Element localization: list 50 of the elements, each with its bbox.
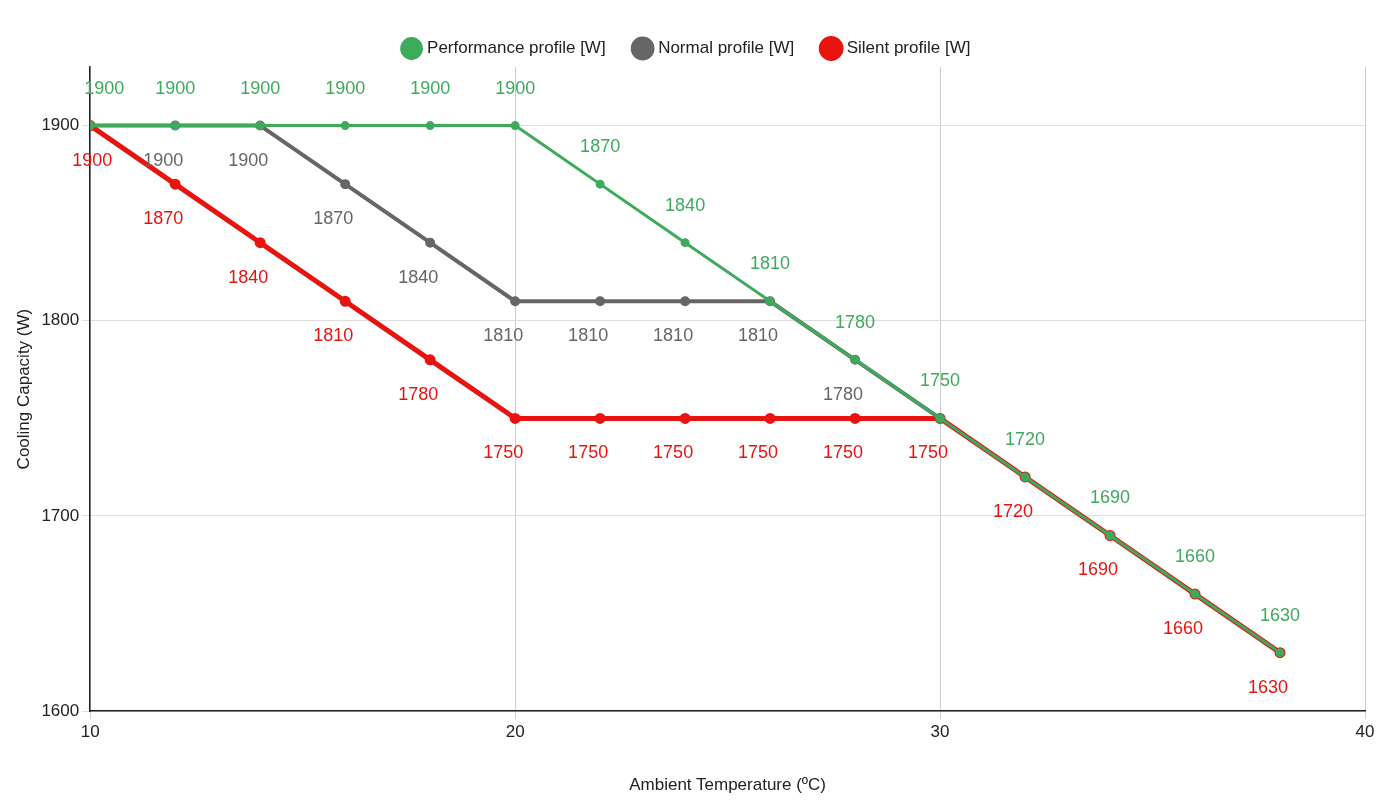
data-label: 1870 bbox=[580, 136, 621, 157]
y-axis-title: Cooling Capacity (W) bbox=[13, 308, 33, 470]
data-label: 1630 bbox=[1259, 604, 1301, 625]
data-label: 1780 bbox=[835, 311, 876, 332]
data-label: 1750 bbox=[483, 442, 524, 463]
data-label: 1690 bbox=[1090, 487, 1131, 508]
data-label: 1810 bbox=[738, 325, 779, 346]
data-label: 1660 bbox=[1163, 618, 1204, 639]
data-label: 1780 bbox=[823, 383, 864, 404]
data-label: 1900 bbox=[143, 149, 184, 170]
data-label: 1750 bbox=[908, 442, 949, 463]
data-label: 1840 bbox=[398, 266, 439, 287]
data-label: 1840 bbox=[228, 266, 269, 287]
data-label: 1900 bbox=[410, 77, 451, 98]
x-tick-label: 40 bbox=[1355, 722, 1375, 742]
data-label: 1900 bbox=[495, 77, 536, 98]
y-tick-label: 1800 bbox=[41, 310, 80, 330]
legend-label: Performance profile [W] bbox=[427, 38, 606, 58]
data-label: 1780 bbox=[398, 383, 439, 404]
data-label: 1660 bbox=[1175, 546, 1216, 567]
data-label: 1690 bbox=[1078, 559, 1119, 580]
legend-label: Normal profile [W] bbox=[658, 38, 795, 58]
data-label: 1900 bbox=[240, 77, 281, 98]
y-tick-label: 1700 bbox=[41, 505, 80, 525]
data-label: 1630 bbox=[1247, 676, 1289, 697]
legend-label: Silent profile [W] bbox=[846, 38, 971, 58]
data-label: 1870 bbox=[143, 208, 184, 229]
data-label: 1870 bbox=[313, 208, 354, 229]
data-label: 1720 bbox=[1005, 428, 1046, 449]
x-tick-label: 30 bbox=[930, 722, 950, 742]
data-label: 1750 bbox=[920, 370, 961, 391]
data-label: 1810 bbox=[653, 325, 694, 346]
x-tick-label: 10 bbox=[80, 722, 100, 742]
data-label: 1810 bbox=[750, 253, 791, 274]
data-label: 1840 bbox=[665, 194, 706, 215]
data-label: 1810 bbox=[483, 325, 524, 346]
data-label: 1900 bbox=[228, 149, 269, 170]
data-label: 1900 bbox=[155, 77, 196, 98]
x-tick-label: 20 bbox=[505, 722, 525, 742]
x-axis-title: Ambient Temperature (ºC) bbox=[629, 775, 826, 795]
data-label: 1810 bbox=[313, 325, 354, 346]
data-label: 1900 bbox=[325, 77, 366, 98]
data-label: 1750 bbox=[653, 442, 694, 463]
data-label: 1750 bbox=[738, 442, 779, 463]
data-label: 1720 bbox=[993, 500, 1034, 521]
y-tick-label: 1600 bbox=[41, 700, 80, 720]
data-label: 1810 bbox=[568, 325, 609, 346]
data-label: 1750 bbox=[568, 442, 609, 463]
y-tick-label: 1900 bbox=[41, 115, 80, 135]
data-label: 1750 bbox=[823, 442, 864, 463]
